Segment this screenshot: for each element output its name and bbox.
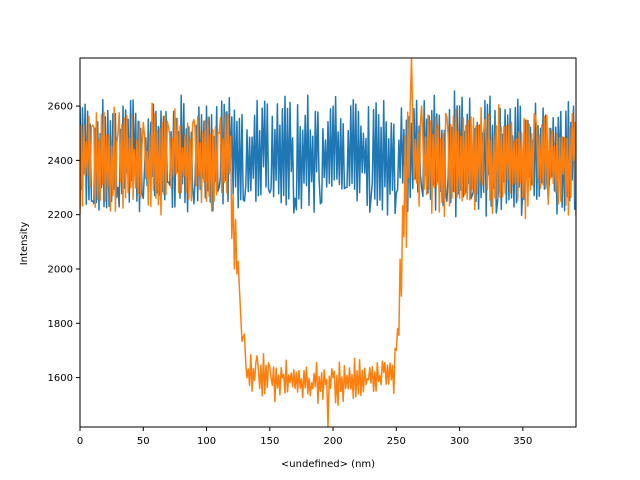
- x-axis-ticks: 0 50 100 150 200 250 300 350: [77, 427, 532, 447]
- axes-frame: [79, 57, 577, 428]
- x-tick-label: 250: [387, 436, 406, 447]
- x-tick-label: 350: [513, 436, 532, 447]
- x-tick-label: 50: [137, 436, 150, 447]
- y-tick-label: 2000: [48, 264, 73, 275]
- y-axis-label: Intensity: [19, 222, 30, 266]
- x-tick-label: 150: [260, 436, 279, 447]
- y-tick-label: 1800: [48, 319, 73, 330]
- y-tick-label: 2400: [48, 156, 73, 167]
- x-axis-label: <undefined> (nm): [281, 459, 375, 470]
- y-tick-label: 2600: [48, 102, 73, 113]
- y-axis-ticks: 1600 1800 2000 2200 2400 2600: [48, 102, 80, 384]
- x-tick-label: 100: [197, 436, 216, 447]
- x-tick-label: 200: [324, 436, 343, 447]
- y-tick-label: 1600: [48, 373, 73, 384]
- y-tick-label: 2200: [48, 210, 73, 221]
- x-tick-label: 0: [77, 436, 83, 447]
- x-tick-label: 300: [450, 436, 469, 447]
